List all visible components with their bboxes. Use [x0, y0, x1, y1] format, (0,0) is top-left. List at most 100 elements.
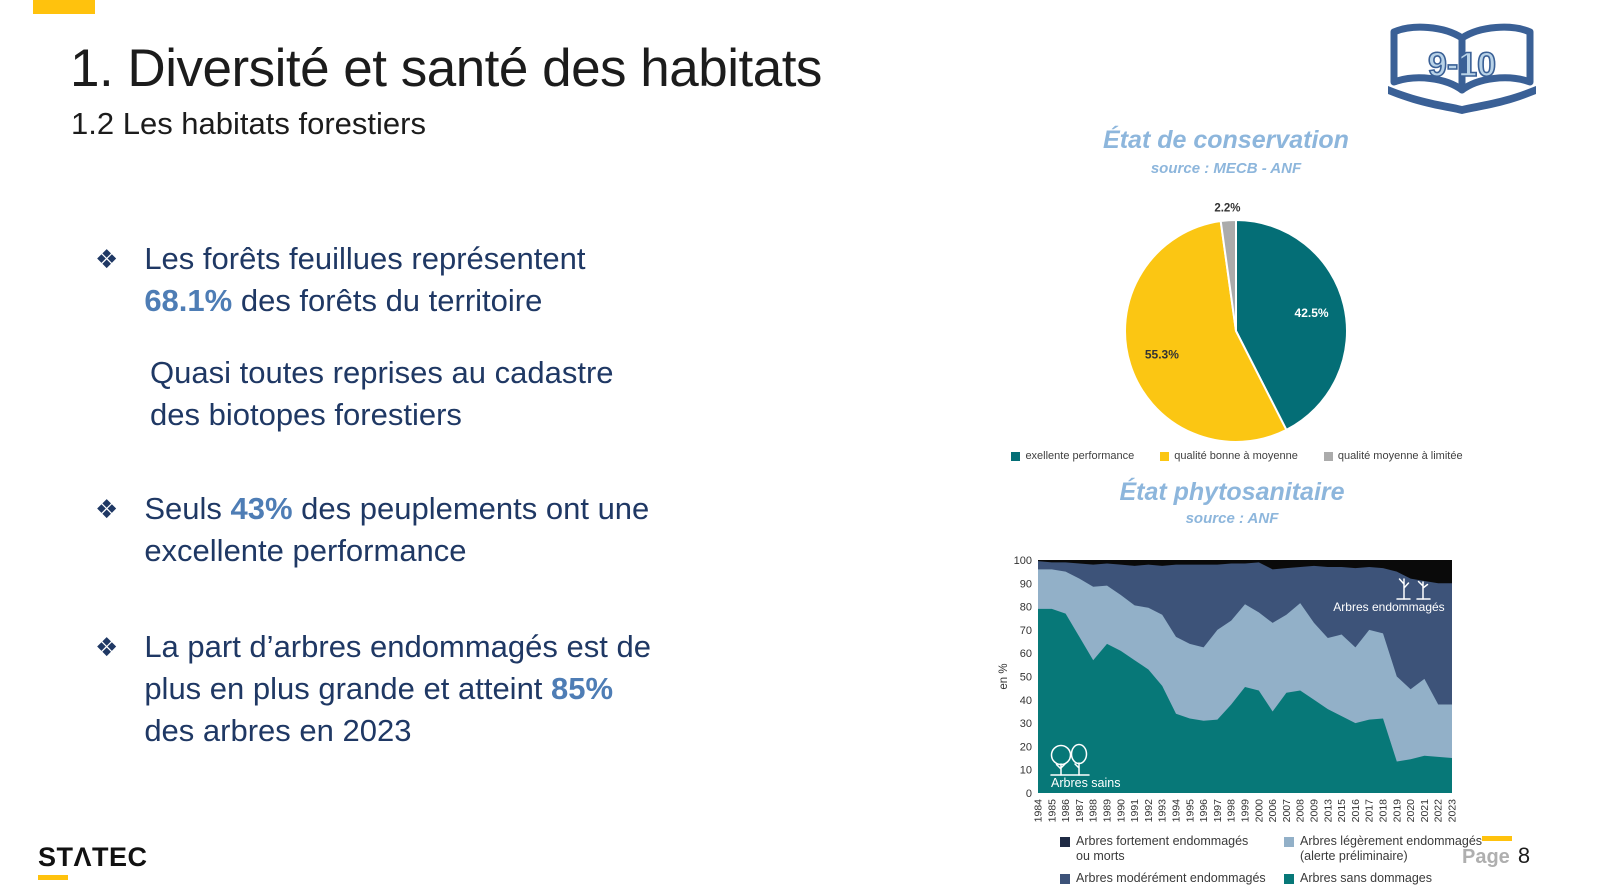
x-tick-label: 2015	[1336, 799, 1348, 823]
x-tick-label: 1995	[1184, 799, 1196, 823]
y-axis-title: en %	[998, 663, 1010, 689]
x-tick-label: 2020	[1405, 799, 1417, 823]
pages-badge: 9-10	[1382, 22, 1542, 122]
y-tick-label: 10	[1020, 765, 1032, 777]
legend-swatch	[1284, 837, 1294, 847]
legend-item: exellente performance	[1011, 450, 1134, 462]
pie-slice	[1219, 219, 1237, 332]
healthy-trees-icon	[1050, 743, 1090, 776]
pie-legend: exellente performance qualité bonne à mo…	[1011, 450, 1463, 462]
pie-chart-source: source : MECB - ANF	[1150, 160, 1302, 177]
y-tick-label: 60	[1020, 648, 1032, 660]
legend-item: Arbres sans dommages	[1284, 871, 1508, 886]
y-tick-label: 100	[1014, 555, 1032, 567]
area-chart-source: source : ANF	[1185, 510, 1279, 527]
legend-swatch	[1060, 874, 1070, 884]
x-tick-label: 2000	[1253, 799, 1265, 823]
bullet-diamond-icon: ❖	[95, 244, 119, 274]
x-tick-label: 1991	[1129, 799, 1141, 823]
x-tick-label: 1993	[1157, 799, 1169, 823]
x-tick-label: 2009	[1309, 799, 1321, 823]
area-legend: Arbres fortement endommagés ou morts Arb…	[1060, 834, 1508, 886]
page-title: 1. Diversité et santé des habitats	[70, 39, 822, 98]
annotation-arbres-endommages: Arbres endommagés	[1333, 600, 1444, 614]
x-tick-label: 1987	[1074, 799, 1086, 823]
x-tick-label: 2023	[1447, 799, 1459, 823]
pie-slice	[1124, 220, 1288, 443]
bullet-text: La part d’arbres endommagés est de plus …	[144, 629, 651, 748]
pie-slice-label: 2.2%	[1214, 202, 1240, 214]
x-tick-label: 2006	[1267, 799, 1279, 823]
x-tick-label: 2021	[1419, 799, 1431, 823]
pie-slice-label: 55.3%	[1145, 347, 1179, 361]
x-tick-label: 2022	[1433, 799, 1445, 823]
legend-swatch	[1011, 451, 1021, 461]
page-footer: Page 8	[1462, 843, 1562, 869]
x-tick-label: 2008	[1295, 799, 1307, 823]
area-chart-title: État phytosanitaire	[1119, 478, 1345, 506]
legend-item: Arbres fortement endommagés ou morts	[1060, 834, 1284, 864]
y-tick-label: 80	[1020, 602, 1032, 614]
area-series	[1038, 608, 1452, 793]
x-tick-label: 1990	[1115, 799, 1127, 823]
x-tick-label: 2017	[1364, 799, 1376, 823]
legend-item: qualité bonne à moyenne	[1160, 450, 1298, 462]
y-tick-label: 70	[1020, 625, 1032, 637]
page-subtitle: 1.2 Les habitats forestiers	[71, 106, 426, 141]
bullet-text: Seuls 43% des peuplements ont une excell…	[144, 491, 650, 568]
y-tick-label: 20	[1020, 741, 1032, 753]
x-tick-label: 1984	[1033, 799, 1045, 823]
legend-swatch	[1160, 451, 1170, 461]
x-tick-label: 1997	[1212, 799, 1224, 823]
bullet-subtext: Quasi toutes reprises au cadastre des bi…	[150, 355, 614, 432]
bullet-item: ❖ Les forêts feuillues représentent 68.1…	[95, 238, 585, 322]
annotation-arbres-sains: Arbres sains	[1051, 776, 1120, 790]
x-tick-label: 1996	[1198, 799, 1210, 823]
x-tick-label: 1986	[1060, 799, 1072, 823]
x-tick-label: 2007	[1281, 799, 1293, 823]
book-icon: 9-10	[1388, 23, 1536, 114]
highlight-value: 85%	[551, 671, 614, 706]
pie-chart-title: État de conservation	[1103, 126, 1349, 154]
legend-item: Arbres légèrement endommagés (alerte pré…	[1284, 834, 1508, 864]
bullet-diamond-icon: ❖	[95, 632, 119, 662]
bullet-item: ❖ Seuls 43% des peuplements ont une exce…	[95, 488, 649, 572]
pie-slice	[1235, 219, 1348, 431]
damaged-trees-icon	[1396, 578, 1431, 600]
statec-logo-dash	[38, 875, 68, 880]
y-tick-label: 0	[1026, 788, 1032, 800]
x-tick-label: 1988	[1088, 799, 1100, 823]
x-tick-label: 1994	[1171, 799, 1183, 823]
conservation-pie-chart: 42.5% 55.3% 2.2%	[1124, 202, 1348, 443]
x-tick-label: 2019	[1391, 799, 1403, 823]
highlight-value: 43%	[230, 491, 293, 526]
x-tick-label: 1998	[1226, 799, 1238, 823]
page-number: 8	[1517, 843, 1531, 868]
x-tick-label: 2013	[1322, 799, 1334, 823]
highlight-value: 68.1%	[144, 283, 233, 318]
bullet-diamond-icon: ❖	[95, 494, 119, 524]
legend-swatch	[1323, 451, 1333, 461]
legend-item: qualité moyenne à limitée	[1323, 450, 1463, 462]
legend-swatch	[1284, 874, 1294, 884]
y-tick-label: 90	[1020, 578, 1032, 590]
page-number-dash	[1482, 836, 1512, 841]
x-tick-label: 1985	[1046, 799, 1058, 823]
x-tick-label: 2018	[1378, 799, 1390, 823]
badge-text: 9-10	[1428, 46, 1496, 84]
y-tick-label: 50	[1020, 672, 1032, 684]
x-tick-label: 2016	[1350, 799, 1362, 823]
page-label: Page	[1462, 846, 1510, 868]
y-tick-label: 40	[1020, 695, 1032, 707]
bullet-text: Les forêts feuillues représentent 68.1% …	[144, 241, 586, 318]
legend-item: Arbres modérément endommagés	[1060, 871, 1284, 886]
legend-swatch	[1060, 837, 1070, 847]
bullet-item: ❖ La part d’arbres endommagés est de plu…	[95, 626, 651, 752]
statec-logo: STΛTEC	[38, 842, 148, 872]
y-tick-label: 30	[1020, 718, 1032, 730]
x-tick-label: 1989	[1102, 799, 1114, 823]
pie-slice-label: 42.5%	[1295, 306, 1329, 320]
x-tick-label: 1999	[1240, 799, 1252, 823]
